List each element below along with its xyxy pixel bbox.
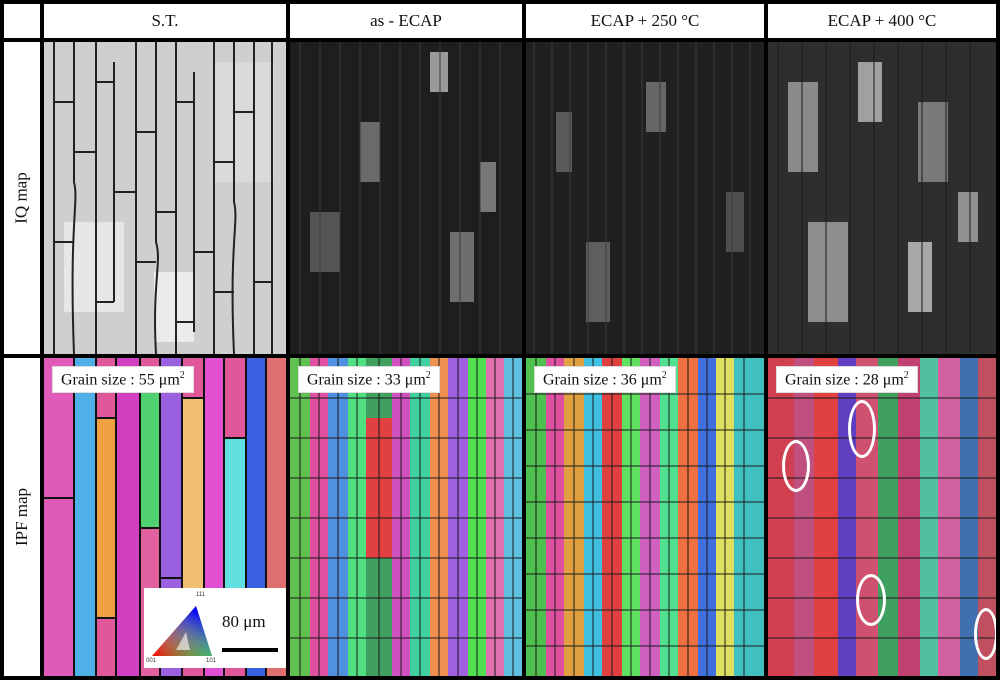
iq-map-ecap-250-image	[526, 42, 764, 354]
iq-map-as-ecap-image	[290, 42, 522, 354]
grain-size-text-st: Grain size : 55 μm	[61, 371, 180, 389]
legend-label-101: 101	[206, 658, 217, 664]
legend-box: 111 001 101	[144, 588, 286, 668]
ipf-map-as-ecap: Grain size : 33 μm2	[290, 358, 522, 676]
grain-size-label-ecap-400: Grain size : 28 μm2	[776, 366, 918, 394]
highlight-ellipse	[848, 400, 876, 458]
highlight-ellipse	[856, 574, 886, 626]
iq-map-ecap-400-image	[768, 42, 996, 354]
grain-size-label-st: Grain size : 55 μm2	[52, 366, 194, 394]
grain-size-exp-as-ecap: 2	[425, 370, 431, 381]
grain-size-exp-st: 2	[179, 370, 185, 381]
ipf-map-ecap-250-image	[526, 358, 764, 676]
grain-size-exp-ecap-250: 2	[661, 370, 667, 381]
legend-label-111: 111	[196, 592, 206, 598]
ipf-map-ecap-400-image	[768, 358, 996, 676]
grain-size-text-as-ecap: Grain size : 33 μm	[307, 371, 426, 389]
ipf-color-key-triangle	[152, 606, 212, 656]
scale-bar-label: 80 μm	[222, 612, 266, 631]
column-header-st: S.T.	[44, 4, 286, 38]
highlight-ellipse	[974, 608, 996, 660]
row-header-ipf-label: IPF map	[12, 487, 31, 547]
iq-map-ecap-400	[768, 42, 996, 354]
column-header-ecap-400: ECAP + 400 °C	[768, 4, 996, 38]
grain-size-label-ecap-250: Grain size : 36 μm2	[534, 366, 676, 394]
scale-bar	[222, 648, 278, 652]
ipf-map-ecap-400: Grain size : 28 μm2	[768, 358, 996, 676]
iq-map-ecap-250	[526, 42, 764, 354]
iq-map-st-image	[44, 42, 286, 354]
grain-size-label-as-ecap: Grain size : 33 μm2	[298, 366, 440, 394]
ipf-map-as-ecap-image	[290, 358, 522, 676]
row-header-iq-map: IQ map	[4, 42, 40, 354]
grain-size-text-ecap-250: Grain size : 36 μm	[543, 371, 662, 389]
column-header-ecap-250: ECAP + 250 °C	[526, 4, 764, 38]
highlight-ellipse	[782, 440, 810, 492]
row-header-ipf-map: IPF map	[4, 358, 40, 676]
row-header-iq-label: IQ map	[12, 172, 31, 224]
legend-label-001: 001	[146, 658, 157, 664]
grain-size-exp-ecap-400: 2	[903, 370, 909, 381]
corner-cell	[4, 4, 40, 38]
ipf-map-ecap-250: Grain size : 36 μm2	[526, 358, 764, 676]
grain-size-text-ecap-400: Grain size : 28 μm	[785, 371, 904, 389]
column-header-as-ecap: as - ECAP	[290, 4, 522, 38]
iq-map-st	[44, 42, 286, 354]
iq-map-as-ecap	[290, 42, 522, 354]
